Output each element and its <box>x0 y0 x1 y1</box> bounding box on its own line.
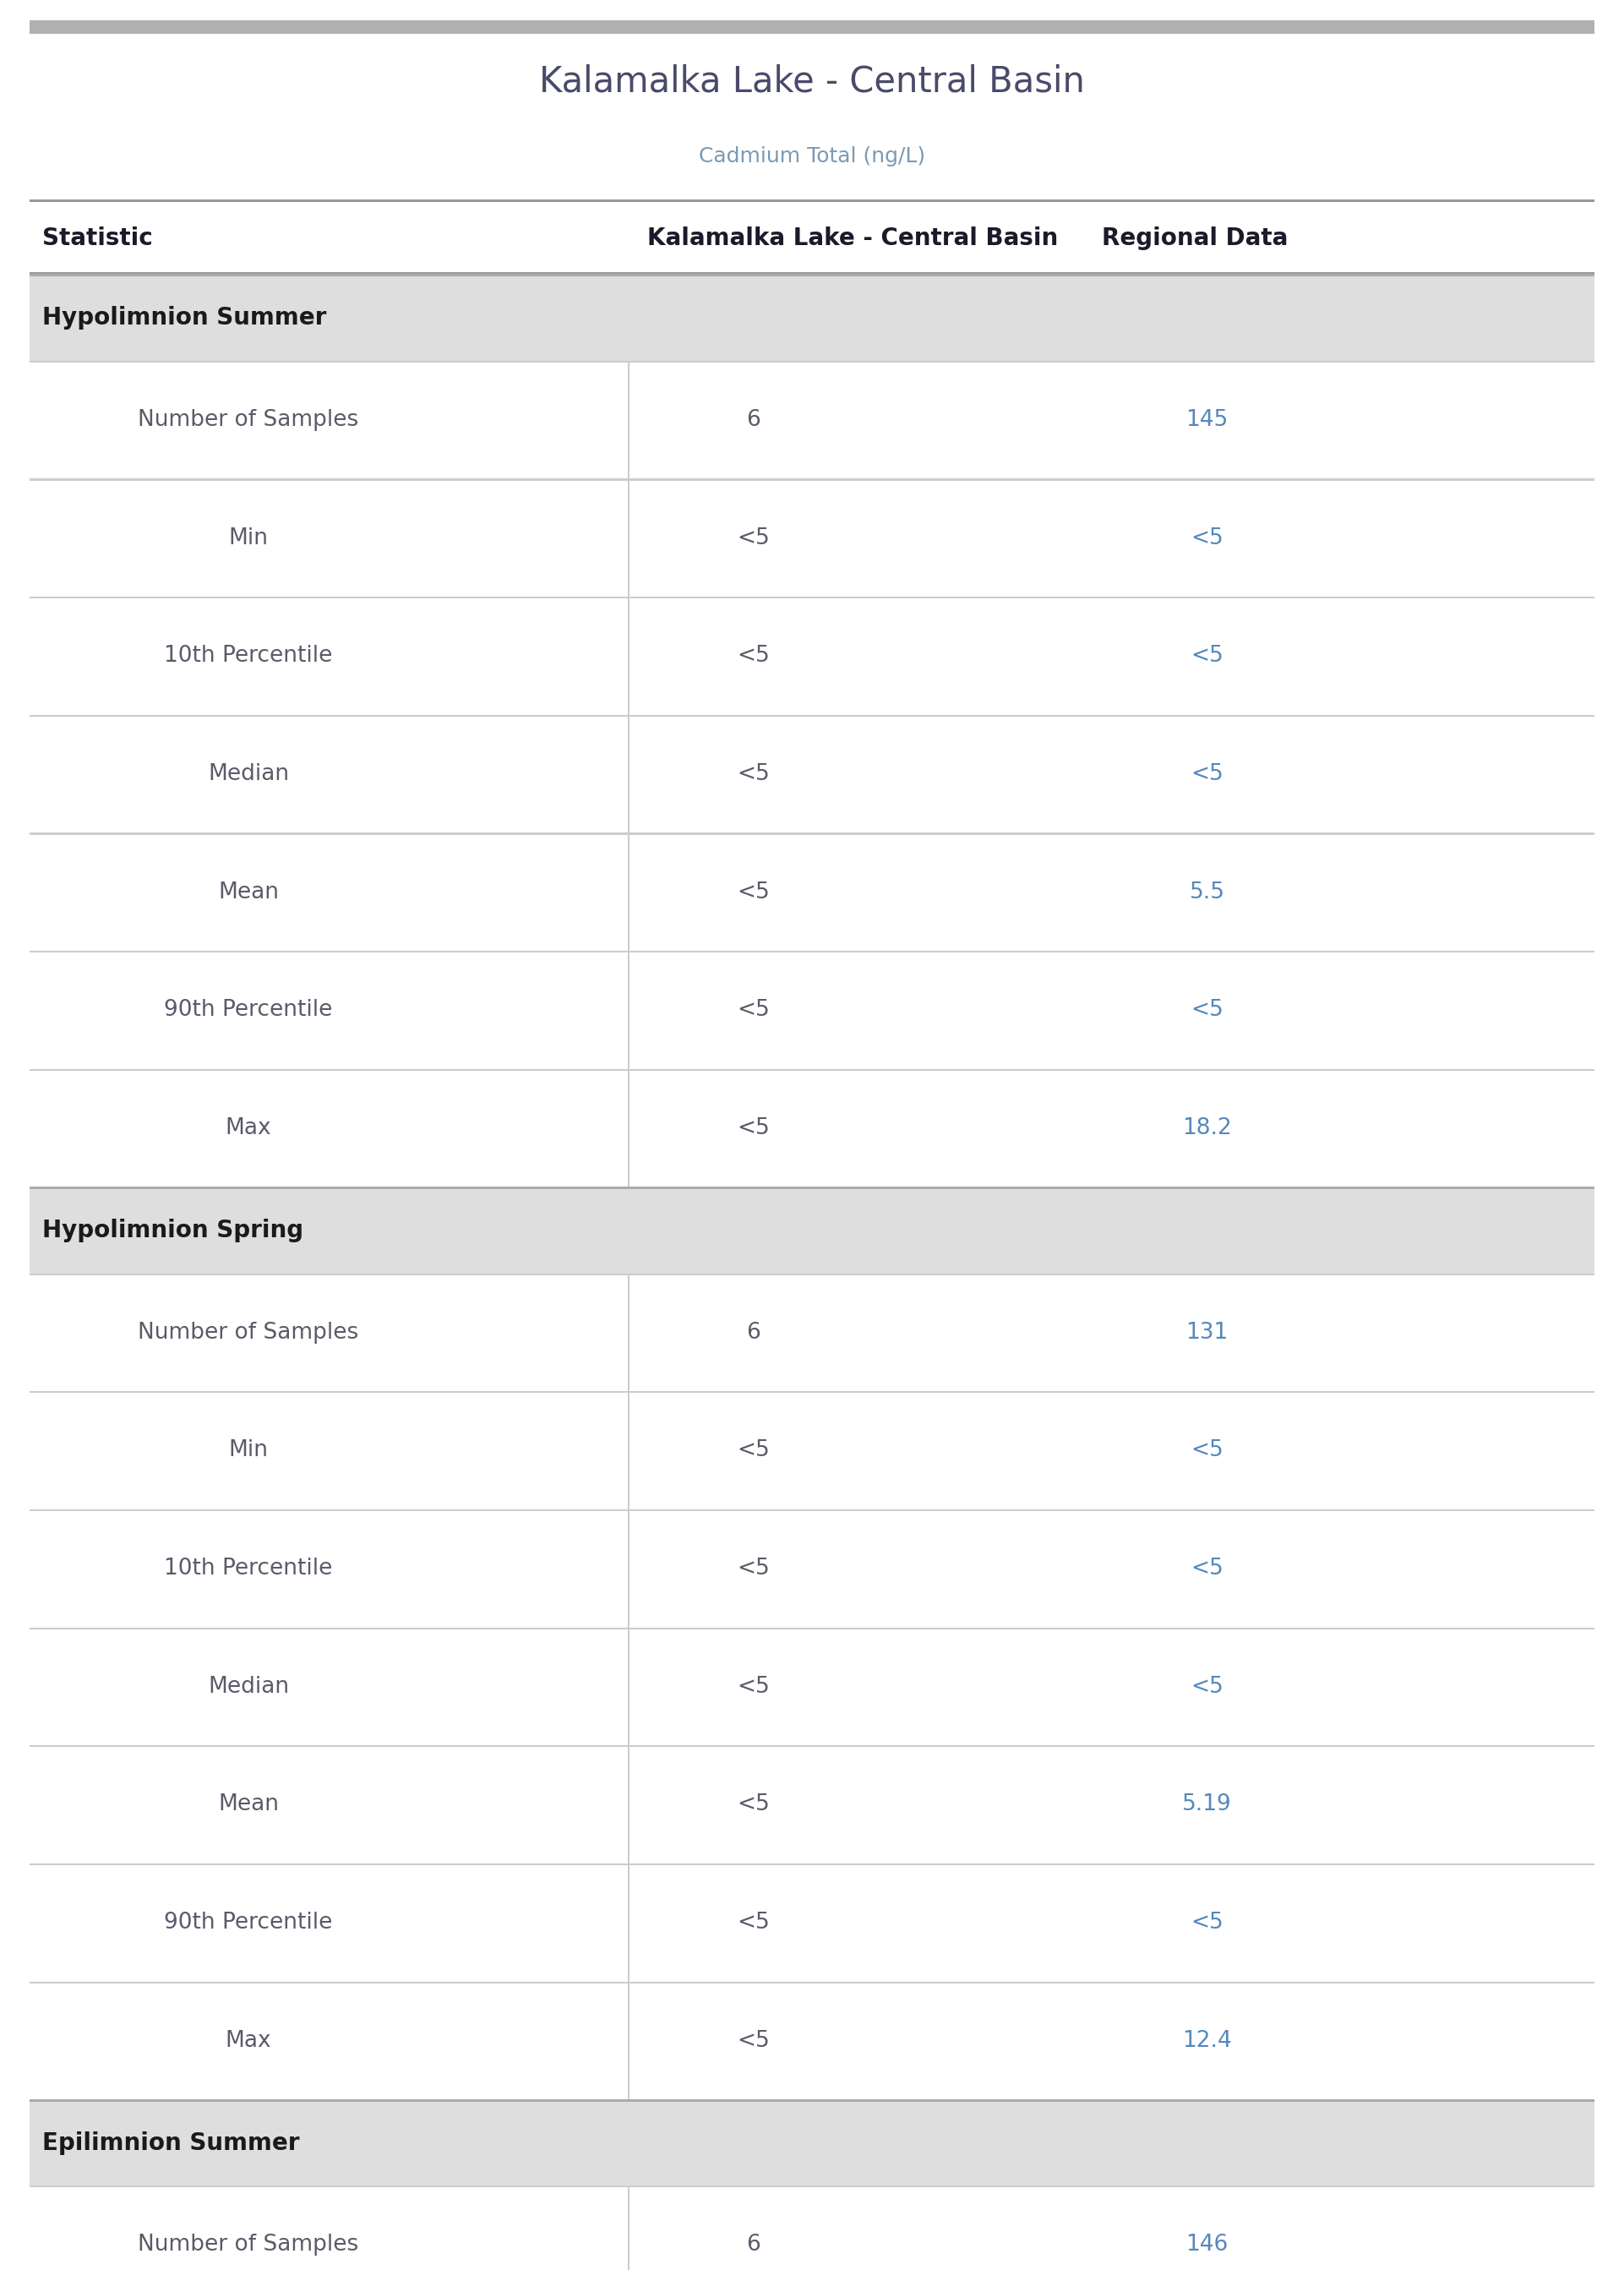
Text: Epilimnion Summer: Epilimnion Summer <box>42 2132 299 2154</box>
Text: <5: <5 <box>737 1793 770 1816</box>
Bar <box>628 597 630 715</box>
Text: 12.4: 12.4 <box>1182 2029 1233 2052</box>
Bar <box>628 2186 630 2270</box>
Bar <box>29 715 1595 833</box>
Text: 6: 6 <box>745 2234 760 2256</box>
Bar <box>29 1864 1595 1982</box>
Text: <5: <5 <box>1190 645 1223 667</box>
Text: <5: <5 <box>737 999 770 1022</box>
Bar <box>29 2100 1595 2102</box>
Bar <box>628 1392 630 1510</box>
Bar <box>29 1273 1595 1392</box>
Text: Mean: Mean <box>218 1793 279 1816</box>
Bar <box>29 200 1595 202</box>
Text: Cadmium Total (ng/L): Cadmium Total (ng/L) <box>698 148 926 166</box>
Bar <box>29 833 1595 951</box>
Text: 145: 145 <box>1186 409 1228 431</box>
Text: <5: <5 <box>1190 999 1223 1022</box>
Text: 90th Percentile: 90th Percentile <box>164 999 333 1022</box>
Bar <box>29 2100 1595 2186</box>
Bar <box>628 715 630 833</box>
Text: Statistic: Statistic <box>42 227 153 250</box>
Bar <box>29 479 1595 597</box>
Text: 5.5: 5.5 <box>1189 881 1224 903</box>
Text: <5: <5 <box>737 1911 770 1934</box>
Text: Max: Max <box>226 2029 271 2052</box>
Text: 6: 6 <box>745 409 760 431</box>
Text: <5: <5 <box>737 645 770 667</box>
Bar <box>29 1392 1595 1510</box>
Text: <5: <5 <box>737 763 770 785</box>
Text: 90th Percentile: 90th Percentile <box>164 1911 333 1934</box>
Bar <box>29 597 1595 715</box>
Text: Number of Samples: Number of Samples <box>138 1321 359 1344</box>
Bar <box>29 20 1595 34</box>
Text: <5: <5 <box>737 1117 770 1140</box>
Text: 131: 131 <box>1186 1321 1228 1344</box>
Bar <box>628 951 630 1069</box>
Text: <5: <5 <box>1190 1911 1223 1934</box>
Text: 5.19: 5.19 <box>1182 1793 1233 1816</box>
Text: Mean: Mean <box>218 881 279 903</box>
Text: Min: Min <box>229 1439 268 1462</box>
Text: Median: Median <box>208 1675 289 1698</box>
Bar <box>29 361 1595 479</box>
Bar <box>29 275 1595 277</box>
Text: <5: <5 <box>1190 527 1223 549</box>
Bar <box>628 1510 630 1628</box>
Bar <box>628 361 630 479</box>
Text: <5: <5 <box>737 527 770 549</box>
Text: 146: 146 <box>1186 2234 1228 2256</box>
Bar <box>628 1746 630 1864</box>
Text: <5: <5 <box>1190 1439 1223 1462</box>
Bar <box>29 1510 1595 1628</box>
Text: Number of Samples: Number of Samples <box>138 409 359 431</box>
Text: <5: <5 <box>737 1675 770 1698</box>
Text: <5: <5 <box>1190 763 1223 785</box>
Text: <5: <5 <box>737 881 770 903</box>
Bar <box>29 1069 1595 1187</box>
Bar <box>628 1628 630 1746</box>
Text: 10th Percentile: 10th Percentile <box>164 645 333 667</box>
Text: Max: Max <box>226 1117 271 1140</box>
Bar <box>628 1982 630 2100</box>
Bar <box>29 272 1595 275</box>
Text: 6: 6 <box>745 1321 760 1344</box>
Bar <box>628 1069 630 1187</box>
Text: <5: <5 <box>737 1557 770 1580</box>
Text: <5: <5 <box>737 1439 770 1462</box>
Text: Min: Min <box>229 527 268 549</box>
Bar <box>29 1982 1595 2100</box>
Bar <box>29 275 1595 361</box>
Bar <box>29 951 1595 1069</box>
Text: Median: Median <box>208 763 289 785</box>
Text: <5: <5 <box>1190 1557 1223 1580</box>
Text: Hypolimnion Summer: Hypolimnion Summer <box>42 306 326 329</box>
Text: Hypolimnion Spring: Hypolimnion Spring <box>42 1219 304 1242</box>
Text: Regional Data: Regional Data <box>1101 227 1288 250</box>
Text: <5: <5 <box>1190 1675 1223 1698</box>
Text: 18.2: 18.2 <box>1182 1117 1233 1140</box>
Bar <box>29 1187 1595 1189</box>
Bar <box>628 833 630 951</box>
Bar <box>628 1864 630 1982</box>
Bar <box>29 202 1595 275</box>
Text: <5: <5 <box>737 2029 770 2052</box>
Bar <box>29 1628 1595 1746</box>
Bar <box>29 1746 1595 1864</box>
Bar <box>29 2186 1595 2270</box>
Bar <box>29 1187 1595 1273</box>
Bar <box>628 1273 630 1392</box>
Text: 10th Percentile: 10th Percentile <box>164 1557 333 1580</box>
Text: Number of Samples: Number of Samples <box>138 2234 359 2256</box>
Bar <box>628 479 630 597</box>
Text: Kalamalka Lake - Central Basin: Kalamalka Lake - Central Basin <box>648 227 1059 250</box>
Text: Kalamalka Lake - Central Basin: Kalamalka Lake - Central Basin <box>539 64 1085 100</box>
